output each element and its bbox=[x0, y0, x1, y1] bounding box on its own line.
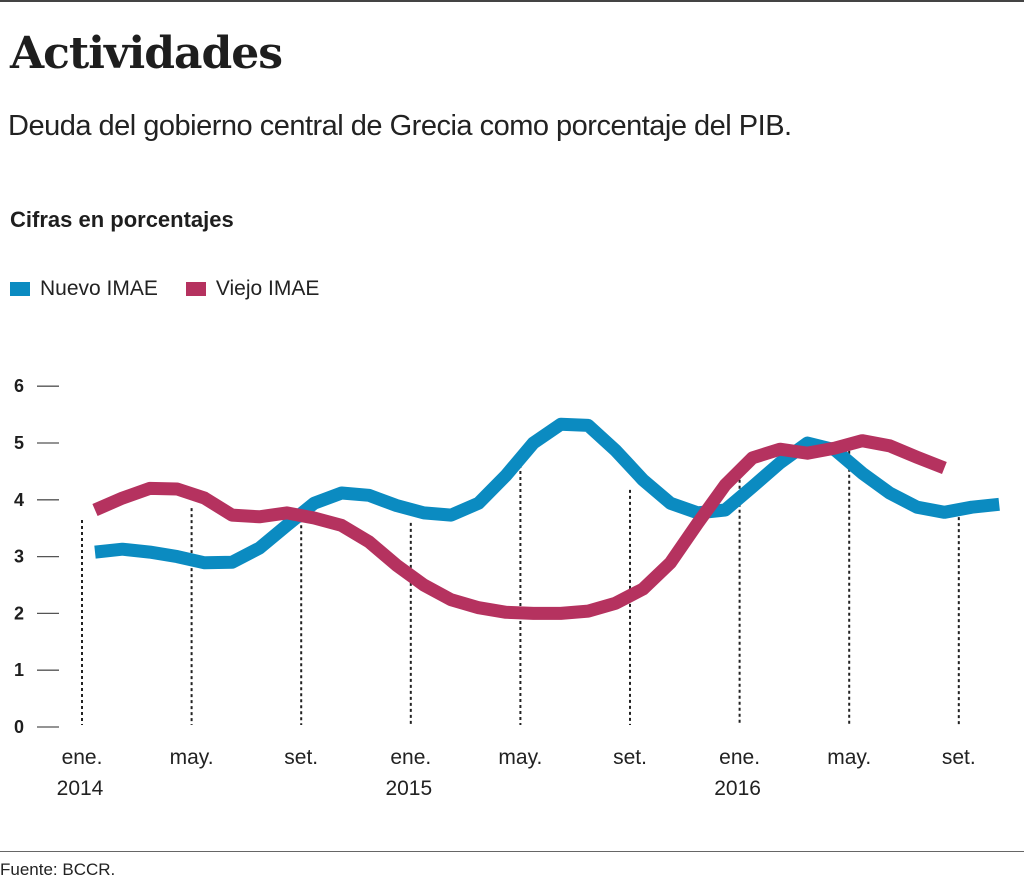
legend-item-viejo-imae: Viejo IMAE bbox=[185, 277, 320, 301]
y-axis: 0 1 2 3 4 5 6 bbox=[14, 376, 59, 737]
chart-subtitle: Deuda del gobierno central de Grecia com… bbox=[8, 110, 792, 142]
footer-rule bbox=[0, 851, 1024, 852]
y-tick-label: 0 bbox=[14, 717, 24, 737]
x-tick-label: ene. bbox=[390, 746, 431, 769]
y-tick-label: 6 bbox=[14, 376, 24, 396]
x-tick-label: ene. bbox=[62, 746, 103, 769]
x-tick-label: may. bbox=[827, 746, 871, 769]
units-label: Cifras en porcentajes bbox=[10, 207, 234, 232]
x-tick-label: may. bbox=[498, 746, 542, 769]
x-tick-label: set. bbox=[942, 746, 976, 769]
x-gridlines bbox=[81, 450, 960, 725]
x-tick-label: set. bbox=[284, 746, 318, 769]
series-line-viejo-imae bbox=[92, 434, 947, 620]
top-rule bbox=[0, 0, 1024, 2]
legend-swatch-viejo-imae bbox=[185, 282, 206, 296]
x-axis: ene. 2014 may. set. ene. 2015 may. set. ene. 2016… bbox=[57, 746, 976, 800]
x-tick-label: set. bbox=[613, 746, 647, 769]
y-tick-label: 4 bbox=[14, 490, 24, 510]
legend-label-viejo-imae: Viejo IMAE bbox=[215, 277, 320, 300]
legend-label-nuevo-imae: Nuevo IMAE bbox=[40, 277, 158, 300]
x-tick-year-label: 2014 bbox=[57, 777, 104, 800]
y-tick-label: 2 bbox=[14, 603, 24, 623]
y-tick-label: 5 bbox=[14, 433, 24, 453]
x-tick-year-label: 2015 bbox=[385, 777, 432, 800]
x-tick-label: may. bbox=[170, 746, 214, 769]
x-tick-year-label: 2016 bbox=[714, 777, 761, 800]
series-line-nuevo-imae bbox=[94, 417, 1000, 570]
chart-title: Actividades bbox=[10, 28, 283, 79]
legend-item-nuevo-imae: Nuevo IMAE bbox=[10, 277, 158, 301]
x-tick-label: ene. bbox=[719, 746, 760, 769]
series-lines bbox=[92, 417, 1000, 620]
legend: Nuevo IMAE Viejo IMAE bbox=[10, 277, 347, 301]
line-chart: 0 1 2 3 4 5 6 ene. 2014 may. set. ene. 2015 may. set.… bbox=[14, 376, 1000, 800]
y-tick-label: 3 bbox=[14, 547, 24, 567]
legend-swatch-nuevo-imae bbox=[10, 282, 30, 296]
source-note: Fuente: BCCR. bbox=[0, 860, 116, 879]
y-tick-label: 1 bbox=[14, 660, 24, 680]
